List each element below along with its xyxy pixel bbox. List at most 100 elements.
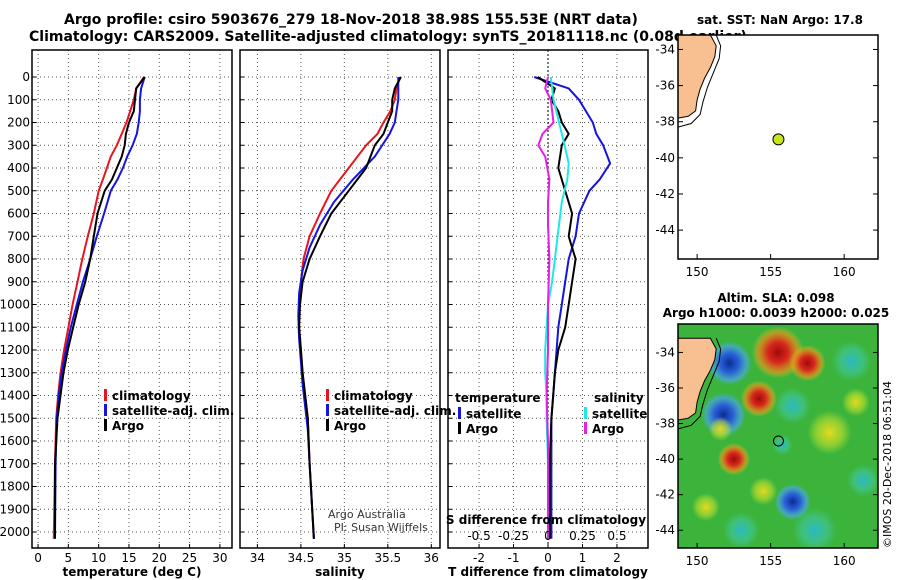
tick-label-x-temperature: 15	[121, 551, 136, 565]
sla-anomaly-blob	[841, 388, 870, 417]
tick-label-x2-differences: -0.25	[498, 529, 529, 543]
tick-label-x-temperature: 20	[152, 551, 167, 565]
argo-float-marker	[772, 133, 785, 146]
panel-frame-salinity	[239, 49, 441, 549]
tick-label-x-temperature: 5	[65, 551, 73, 565]
coastline-land	[678, 337, 717, 421]
tick-label-y: 1800	[0, 480, 30, 494]
series-line-salinity-0	[298, 76, 401, 539]
x-axis-label-temperature: temperature (deg C)	[63, 565, 202, 579]
sla-anomaly-blob	[691, 493, 720, 522]
tick-label-y: 300	[7, 138, 30, 152]
map-sla: -34 -36 -38 -40 -42 -44 150 155 160	[655, 323, 879, 568]
tick-label-y: 1700	[0, 457, 30, 471]
tick-label-y: 100	[7, 93, 30, 107]
map-tick-label-lat: -36	[655, 79, 675, 93]
sla-anomaly-blob	[847, 464, 878, 497]
map-tick-label-lon: 150	[686, 265, 709, 279]
tick-label-y: 800	[7, 252, 30, 266]
tick-label-y: 1900	[0, 502, 30, 516]
map-tick-label-lat: -44	[655, 223, 675, 237]
tick-label-y: 1100	[0, 320, 30, 334]
sla-anomaly-blob	[807, 410, 852, 455]
map-tick-label-lon: 155	[759, 265, 782, 279]
coastline-land	[678, 35, 717, 119]
legend-label-salinity: satellite	[592, 407, 647, 421]
legend-swatch-temperature	[458, 407, 461, 419]
tick-label-x-differences: 2	[613, 551, 621, 565]
tick-label-x-salinity: 35	[337, 551, 352, 565]
sla-anomaly-blob	[831, 341, 872, 382]
map-tick-label-lon: 160	[833, 554, 856, 568]
legend-swatch-temperature	[104, 419, 107, 431]
tick-label-y: 2000	[0, 525, 30, 539]
tick-label-x-temperature: 10	[91, 551, 106, 565]
sla-anomaly-blob	[774, 483, 811, 520]
tick-label-y: 1300	[0, 366, 30, 380]
sla-anomaly-blob	[774, 387, 811, 424]
tick-label-x-salinity: 36	[424, 551, 439, 565]
tick-label-x-differences: -1	[508, 551, 520, 565]
map-tick-label-lat: -34	[655, 345, 675, 359]
map-sst-frame	[677, 34, 879, 260]
map-sla-subtitle: Argo h1000: 0.0039 h2000: 0.025	[663, 306, 890, 320]
map-tick-label-lat: -38	[655, 417, 675, 431]
legend-swatch-temperature	[104, 404, 107, 416]
map-tick-label-lat: -42	[655, 187, 675, 201]
tick-label-y: 0	[22, 70, 30, 84]
tick-label-x-salinity: 35.5	[374, 551, 401, 565]
legend-swatch-temperature	[104, 389, 107, 401]
tick-label-x2-differences: 0.5	[607, 529, 626, 543]
series-line-salinity-2	[298, 76, 402, 539]
tick-label-x-differences: 1	[579, 551, 587, 565]
x-axis-label-differences: T difference from climatology	[448, 565, 648, 579]
x-axis-label-salinity-difference: S difference from climatology	[446, 513, 646, 527]
legend-swatch-salinity	[584, 422, 587, 434]
map-sla-content	[678, 324, 878, 548]
sla-anomaly-blob	[740, 380, 777, 417]
legend-swatch-temperature	[458, 422, 461, 434]
sla-anomaly-blob	[749, 477, 778, 506]
map-sst-title: sat. SST: NaN Argo: 17.8	[697, 13, 863, 27]
sla-anomaly-blob	[792, 508, 837, 548]
tick-label-y: 1200	[0, 343, 30, 357]
tick-label-x-temperature: 0	[34, 551, 42, 565]
map-sst-content	[678, 35, 878, 259]
imos-watermark: ©IMOS 20-Dec-2018 06:51:04	[881, 381, 894, 548]
series-line-temperature-1	[54, 76, 146, 539]
argo-float-marker	[772, 435, 784, 447]
tick-label-x-salinity: 34.5	[288, 551, 315, 565]
panel-salinity: 34 34.5 35 35.5 36 salinity	[239, 49, 441, 579]
panel-differences: -2 -1 0 1 2T difference from climatology	[447, 49, 649, 579]
map-sla-frame	[677, 323, 879, 549]
legend-label-temperature: climatology	[112, 389, 191, 403]
map-tick-label-lon: 160	[833, 265, 856, 279]
x-axis-label-salinity: salinity	[315, 565, 365, 579]
legend-title-salinity: salinity	[594, 391, 644, 405]
series-line-differences-1	[537, 76, 577, 539]
sla-anomaly-blob	[717, 443, 750, 476]
panel-temperature: 0 5 10 15 20 25 300100200300400500600700800900…	[0, 49, 233, 579]
map-sst: -34 -36 -38 -40 -42 -44 150 155 160	[655, 34, 879, 279]
tick-label-x-temperature: 30	[212, 551, 227, 565]
legend-label-salinity: satellite-adj. clim.	[334, 404, 456, 418]
tick-label-y: 400	[7, 161, 30, 175]
annotation-pi: PI: Susan Wijffels	[334, 521, 428, 534]
tick-label-y: 1000	[0, 298, 30, 312]
tick-label-y: 500	[7, 184, 30, 198]
map-tick-label-lat: -40	[655, 151, 675, 165]
tick-label-y: 600	[7, 207, 30, 221]
map-tick-label-lat: -44	[655, 523, 675, 537]
title-line-1: Argo profile: csiro 5903676_279 18-Nov-2…	[64, 12, 638, 28]
legend-swatch-salinity	[584, 407, 587, 419]
title-line-2: Climatology: CARS2009. Satellite-adjuste…	[29, 29, 747, 45]
series-line-differences-0	[533, 76, 612, 539]
map-tick-label-lat: -34	[655, 42, 675, 56]
map-tick-label-lon: 150	[686, 554, 709, 568]
panel-frame-temperature	[31, 49, 233, 549]
legend-label-temperature: Argo	[466, 422, 498, 436]
map-tick-label-lat: -36	[655, 381, 675, 395]
legend-title-temperature: temperature	[455, 391, 540, 405]
sla-anomaly-blob	[723, 512, 760, 548]
